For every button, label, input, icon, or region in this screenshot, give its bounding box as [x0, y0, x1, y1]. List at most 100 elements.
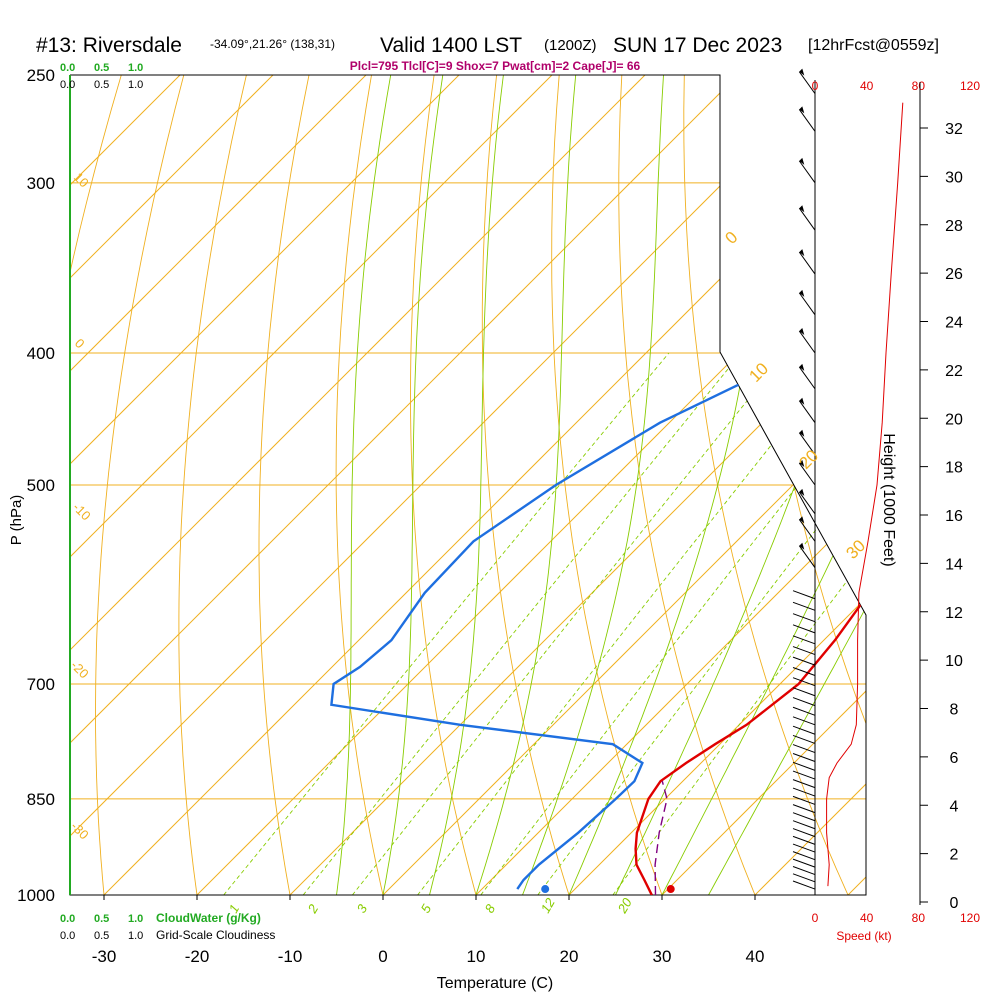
cloudwater-legend: CloudWater (g/Kg) — [156, 911, 261, 925]
isotherm-10 — [475, 75, 866, 895]
wind-barb — [792, 697, 816, 707]
wind-barb — [792, 843, 816, 853]
wind-barb-shaft — [798, 366, 816, 390]
wind-barb — [792, 753, 816, 762]
parcel-line — [654, 781, 668, 895]
isotherm-30 — [661, 75, 866, 895]
wind-barb-shaft — [792, 677, 816, 687]
pressure-tick-label: 300 — [27, 174, 55, 193]
wind-barb-shaft — [798, 462, 816, 486]
dry-adiabat-label: 10 — [71, 170, 92, 191]
pressure-tick-label: 250 — [27, 66, 55, 85]
wind-barb — [792, 835, 816, 845]
wind-barb-shaft — [792, 787, 816, 797]
dry-adiabat-10 — [410, 75, 477, 895]
thermo-grid — [70, 75, 866, 895]
x-axis-label: Temperature (C) — [437, 975, 553, 992]
mixing-ratio-8 — [480, 352, 866, 895]
wind-barb — [792, 656, 816, 666]
wind-barb — [798, 106, 816, 132]
wind-barb-shaft — [792, 744, 816, 754]
dry-adiabat-70 — [808, 75, 866, 895]
wind-barb-shaft — [792, 866, 816, 876]
wind-barb — [798, 429, 816, 455]
wind-barb — [798, 363, 816, 390]
wind-barb — [792, 858, 816, 868]
pressure-tick-label: 1000 — [17, 886, 55, 905]
wind-barb — [792, 795, 816, 805]
wind-barb-pennant — [799, 289, 805, 297]
surface-markers — [541, 885, 675, 894]
forecast-date: SUN 17 Dec 2023 — [613, 34, 782, 57]
wind-barb-shaft — [792, 753, 816, 762]
wind-barb-pennant — [799, 205, 805, 213]
cloudiness-tick-top-2: 1.0 — [128, 79, 143, 91]
temperature-tick-label: -10 — [278, 947, 303, 966]
wind-barb-pennant — [799, 429, 805, 437]
dewpoint-line — [330, 109, 866, 890]
wind-scale-bottom-label: 0 — [812, 911, 819, 925]
height-tick-label: 4 — [950, 798, 959, 815]
wind-barb-shaft — [792, 795, 816, 805]
cloudwater-tick-top-2: 1.0 — [128, 62, 143, 74]
pressure-axis: 250 300 400 500 700 850 1000 — [17, 66, 55, 905]
wind-barb-shaft — [792, 601, 816, 611]
wind-barb-pennant — [799, 516, 805, 524]
height-tick-label: 12 — [945, 605, 963, 622]
wind-barb — [798, 516, 816, 542]
wind-scale-bottom-label: 40 — [860, 911, 874, 925]
cloudwater-tick-bottom-1: 0.5 — [94, 913, 109, 925]
dry-adiabat-label: 0 — [72, 336, 88, 352]
cloud-scale-top: 0.0 0.5 1.0 0.0 0.5 1.0 — [60, 62, 143, 91]
stability-indices: Plcl=795 Tlcl[C]=9 Shox=7 Pwat[cm]=2 Cap… — [350, 59, 641, 73]
wind-barb-shaft — [792, 880, 816, 890]
dry-adiabat-30 — [551, 75, 663, 895]
wind-barb — [792, 667, 816, 676]
cloudiness-tick-top-1: 0.5 — [94, 79, 109, 91]
wind-barb-shaft — [792, 635, 816, 645]
wind-scale-top-label: 40 — [860, 79, 874, 93]
dry-adiabat--10 — [258, 75, 310, 895]
wind-barb — [792, 646, 816, 656]
wind-barb-shaft — [798, 400, 816, 423]
pressure-tick-label: 500 — [27, 476, 55, 495]
wind-speed-label: Speed (kt) — [836, 929, 891, 943]
height-tick-label: 26 — [945, 266, 963, 283]
mixing-ratio-1 — [223, 352, 670, 895]
cloudiness-tick-bottom-2: 1.0 — [128, 930, 143, 942]
height-tick-label: 20 — [945, 411, 963, 428]
mixing-ratio-3 — [352, 352, 787, 895]
isotherm-50 — [847, 75, 866, 895]
wind-scale-bottom-label: 80 — [912, 911, 926, 925]
wind-barb — [792, 873, 816, 883]
wind-barb — [792, 590, 816, 600]
mixing-ratio-2 — [302, 352, 742, 895]
dry-adiabat-20 — [481, 75, 570, 895]
cloudwater-tick-top-0: 0.0 — [60, 62, 75, 74]
wind-barb-pennant — [799, 542, 805, 550]
height-tick-label: 6 — [950, 750, 959, 767]
wind-barb-shaft — [798, 292, 816, 316]
wind-barb — [798, 328, 816, 354]
wind-barb — [798, 397, 816, 423]
wind-barb-shaft — [792, 804, 816, 814]
cloudwater-tick-bottom-2: 1.0 — [128, 913, 143, 925]
mixing-ratio-label: 20 — [614, 895, 635, 917]
wind-barb-shaft — [792, 624, 816, 634]
isotherm--20 — [196, 75, 866, 895]
dry-adiabat-40 — [618, 75, 756, 895]
wind-barb-shaft — [792, 687, 816, 697]
isotherm--50 — [70, 75, 739, 895]
wind-barb — [792, 770, 816, 780]
wind-barb-shaft — [792, 734, 816, 744]
dry-adiabat--30 — [95, 75, 185, 895]
temperature-tick-label: 20 — [560, 947, 579, 966]
wind-barb-shaft — [792, 770, 816, 780]
cloud-scale-bottom: 0.0 0.5 1.0 CloudWater (g/Kg) 0.0 0.5 1.… — [60, 911, 275, 942]
mixing-ratio-5 — [417, 352, 845, 895]
wind-barb-shaft — [792, 613, 816, 623]
wind-barb — [798, 542, 816, 568]
wind-barb-shaft — [798, 71, 816, 94]
